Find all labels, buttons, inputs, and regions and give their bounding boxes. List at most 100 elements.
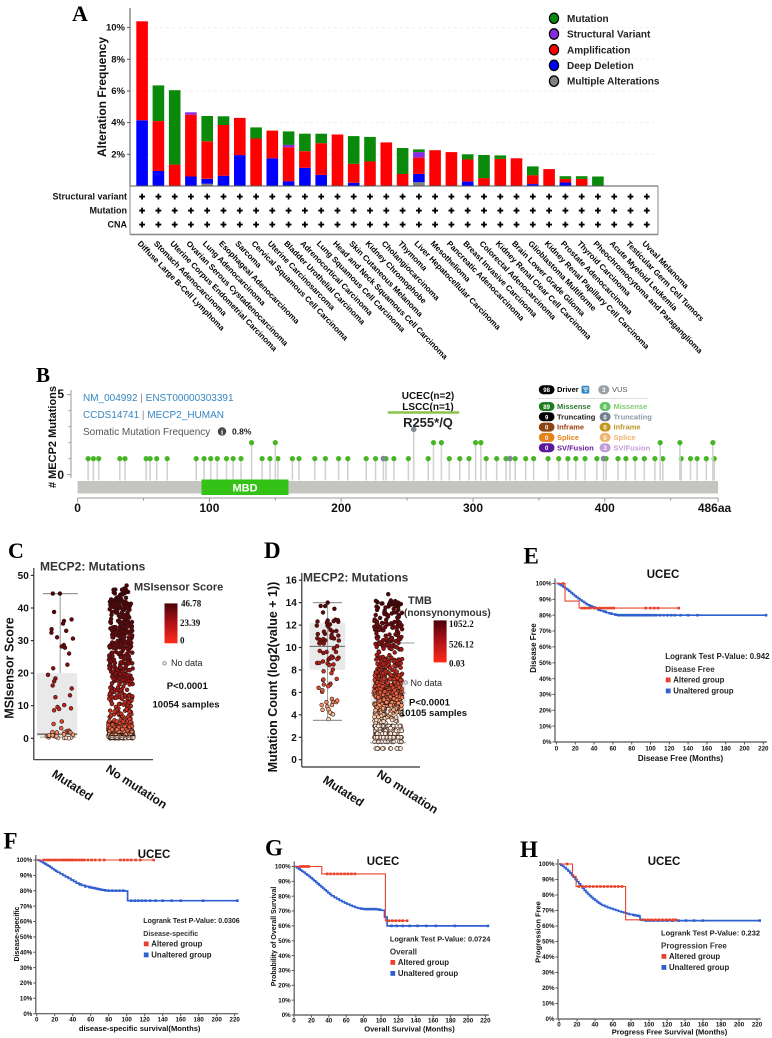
- svg-text:Logrank Test P-Value: 0.942: Logrank Test P-Value: 0.942: [665, 652, 770, 661]
- svg-text:Truncating: Truncating: [557, 412, 596, 421]
- svg-text:E: E: [524, 544, 539, 569]
- svg-text:100: 100: [376, 1018, 387, 1025]
- svg-text:100: 100: [645, 746, 656, 753]
- svg-text:Driver: Driver: [557, 385, 579, 394]
- svg-text:120: 120: [664, 746, 675, 753]
- svg-text:12: 12: [286, 621, 298, 632]
- svg-text:0%: 0%: [543, 739, 552, 746]
- svg-text:90%: 90%: [539, 597, 552, 604]
- svg-text:40: 40: [69, 1017, 76, 1024]
- svg-text:0: 0: [603, 426, 607, 432]
- svg-text:NM_004992 | ENST00000303391: NM_004992 | ENST00000303391: [83, 393, 234, 404]
- svg-text:MSIsensor Score: MSIsensor Score: [134, 582, 223, 594]
- svg-text:3: 3: [603, 446, 607, 452]
- svg-text:0: 0: [545, 436, 549, 442]
- svg-text:B: B: [36, 363, 50, 387]
- svg-text:0: 0: [57, 468, 64, 482]
- svg-text:10%: 10%: [539, 723, 552, 730]
- svg-text:80: 80: [105, 1017, 112, 1024]
- svg-text:200: 200: [331, 501, 351, 515]
- svg-text:80%: 80%: [542, 892, 555, 899]
- svg-text:180: 180: [721, 746, 732, 753]
- svg-text:No data: No data: [411, 678, 443, 688]
- svg-text:10054 samples: 10054 samples: [153, 700, 220, 711]
- svg-text:6: 6: [291, 688, 297, 699]
- svg-text:Somatic Mutation Frequency: Somatic Mutation Frequency: [83, 427, 210, 438]
- svg-text:P<0.0001: P<0.0001: [409, 698, 451, 709]
- svg-text:UCEC: UCEC: [648, 856, 681, 868]
- svg-text:100: 100: [644, 1021, 655, 1028]
- svg-text:200: 200: [463, 1018, 474, 1025]
- svg-text:SV/Fusion: SV/Fusion: [614, 443, 651, 452]
- svg-text:50: 50: [18, 571, 30, 582]
- svg-text:Unaltered group: Unaltered group: [669, 963, 729, 972]
- svg-text:120: 120: [393, 1018, 404, 1025]
- svg-text:Disease-specific: Disease-specific: [14, 906, 21, 961]
- svg-text:160: 160: [176, 1017, 187, 1024]
- svg-text:46.78: 46.78: [181, 599, 202, 609]
- svg-text:1052.2: 1052.2: [449, 619, 474, 629]
- svg-text:R255*/Q: R255*/Q: [403, 415, 453, 430]
- svg-text:40: 40: [591, 746, 598, 753]
- svg-text:80%: 80%: [278, 893, 291, 900]
- svg-text:UCEC: UCEC: [138, 849, 171, 861]
- svg-text:30%: 30%: [278, 968, 291, 975]
- svg-text:Probability of Overall Surviva: Probability of Overall Survival: [271, 887, 278, 987]
- svg-text:40%: 40%: [20, 949, 33, 956]
- svg-text:100%: 100%: [16, 857, 32, 864]
- svg-text:Altered group: Altered group: [669, 952, 720, 961]
- svg-text:120: 120: [140, 1017, 151, 1024]
- svg-text:30%: 30%: [539, 692, 552, 699]
- svg-text:80: 80: [628, 746, 635, 753]
- svg-text:100%: 100%: [539, 861, 555, 868]
- svg-text:2: 2: [291, 733, 297, 744]
- svg-text:Alteration Frequency: Alteration Frequency: [95, 37, 109, 157]
- svg-text:Altered group: Altered group: [673, 676, 724, 685]
- svg-text:30: 30: [18, 636, 30, 647]
- svg-text:0%: 0%: [546, 1016, 555, 1023]
- svg-text:90%: 90%: [278, 879, 291, 886]
- svg-text:200: 200: [739, 746, 750, 753]
- svg-text:Disease Free (Months): Disease Free (Months): [638, 754, 724, 763]
- svg-text:40%: 40%: [278, 953, 291, 960]
- svg-text:80%: 80%: [539, 612, 552, 619]
- svg-text:6%: 6%: [111, 86, 125, 97]
- svg-text:F: F: [4, 829, 18, 854]
- svg-text:10%: 10%: [20, 996, 33, 1003]
- svg-text:9: 9: [545, 415, 549, 421]
- svg-text:40: 40: [18, 604, 30, 615]
- svg-text:Structural variant: Structural variant: [52, 192, 127, 202]
- svg-text:Mutation: Mutation: [90, 206, 128, 216]
- svg-text:220: 220: [230, 1017, 241, 1024]
- svg-text:# MECP2 Mutations: # MECP2 Mutations: [47, 386, 59, 488]
- svg-text:0: 0: [603, 405, 607, 411]
- svg-text:Progression Free: Progression Free: [534, 901, 543, 963]
- svg-text:Splice: Splice: [557, 433, 579, 442]
- svg-text:140: 140: [680, 1021, 691, 1028]
- svg-text:140: 140: [411, 1018, 422, 1025]
- svg-text:Logrank Test P-Value: 0.0306: Logrank Test P-Value: 0.0306: [143, 918, 239, 925]
- svg-text:60: 60: [87, 1017, 94, 1024]
- svg-text:Altered group: Altered group: [398, 958, 449, 967]
- svg-text:0%: 0%: [23, 1011, 32, 1018]
- svg-text:20%: 20%: [20, 980, 33, 987]
- svg-text:140: 140: [158, 1017, 169, 1024]
- svg-text:Mutation Count (log2(value + 1: Mutation Count (log2(value + 1)): [266, 582, 280, 773]
- svg-text:Disease Free: Disease Free: [665, 665, 715, 674]
- svg-text:526.12: 526.12: [449, 640, 474, 650]
- svg-text:80: 80: [628, 1021, 635, 1028]
- svg-text:10: 10: [18, 701, 30, 712]
- svg-text:Splice: Splice: [614, 433, 636, 442]
- svg-text:10%: 10%: [278, 997, 291, 1004]
- svg-text:20: 20: [308, 1018, 315, 1025]
- svg-text:Inframe: Inframe: [557, 423, 584, 432]
- svg-text:No data: No data: [171, 658, 203, 668]
- svg-text:70%: 70%: [539, 628, 552, 635]
- svg-text:4: 4: [291, 710, 297, 721]
- svg-text:60%: 60%: [20, 919, 33, 926]
- svg-text:TMB: TMB: [408, 595, 432, 607]
- svg-text:486aa: 486aa: [698, 501, 732, 515]
- svg-text:0.03: 0.03: [449, 659, 465, 669]
- svg-text:G: G: [265, 836, 283, 861]
- svg-text:89: 89: [543, 405, 550, 411]
